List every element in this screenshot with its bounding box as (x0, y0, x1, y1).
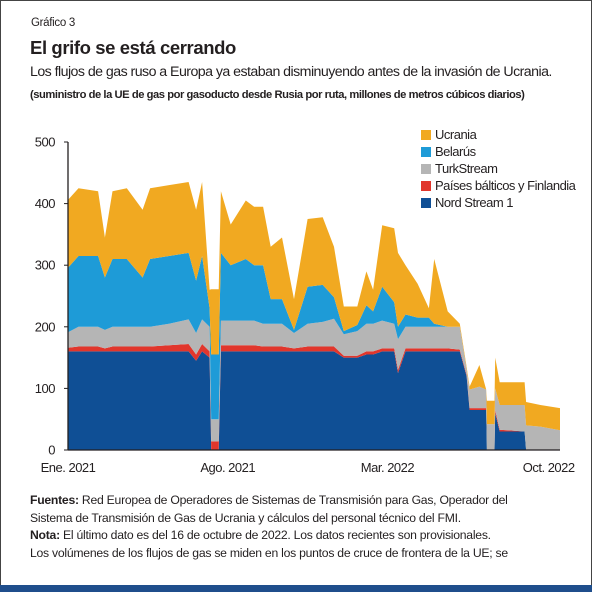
x-tick-label: Mar. 2022 (361, 460, 415, 475)
legend-swatch (421, 129, 431, 140)
area-turkstream (68, 318, 560, 450)
x-tick-label: Ago. 2021 (200, 460, 255, 475)
note-label: Nota: (30, 528, 60, 542)
y-tick-label: 0 (48, 443, 55, 458)
note-line-1: Nota: El último dato es del 16 de octubr… (30, 527, 508, 545)
legend-label: Ucrania (435, 127, 477, 142)
legend-swatch (421, 197, 431, 208)
sources-line-2: Sistema de Transmisión de Gas de Ucrania… (30, 510, 461, 525)
sources-text: Red Europea de Operadores de Sistemas de… (78, 493, 508, 507)
chart-subtitle: Los flujos de gas ruso a Europa ya estab… (30, 64, 552, 80)
legend-label: TurkStream (435, 161, 498, 176)
legend-swatch (421, 163, 431, 174)
area-nord-stream-1 (68, 351, 560, 450)
chart-number: Gráfico 3 (31, 17, 75, 29)
y-tick-label: 500 (35, 135, 55, 150)
chart-title: El grifo se está cerrando (30, 37, 236, 58)
legend-swatch (421, 146, 431, 157)
sources-line-1: Fuentes: Red Europea de Operadores de Si… (30, 492, 508, 510)
legend-item: Belarús (421, 143, 575, 160)
x-tick-label: Ene. 2021 (41, 460, 96, 475)
legend-label: Belarús (435, 144, 476, 159)
series-areas (68, 182, 560, 450)
legend-item: Ucrania (421, 126, 575, 143)
note-text: El último dato es del 16 de octubre de 2… (59, 528, 491, 542)
legend-item: Nord Stream 1 (421, 194, 575, 211)
axes: 0 100 200 300 400 500 Ene. 2021 Ago. 2021 Mar. 2… (35, 135, 576, 476)
legend: Ucrania Belarús TurkStream Países bálticos … (421, 126, 576, 211)
x-tick-label: Oct. 2022 (523, 460, 575, 475)
y-tick-label: 400 (35, 196, 55, 211)
legend-label: Nord Stream 1 (435, 195, 514, 210)
note-line-2: Los volúmenes de los flujos de gas se mi… (30, 545, 508, 560)
area-belar-s (68, 252, 560, 431)
footer-notes: Fuentes: Red Europea de Operadores de Si… (30, 492, 508, 562)
y-tick-label: 100 (35, 381, 55, 396)
y-tick-label: 200 (35, 319, 55, 334)
legend-swatch (421, 180, 431, 191)
legend-item: TurkStream (421, 160, 575, 177)
legend-label: Países bálticos y Finlandia (435, 178, 576, 193)
chart-units-note: (suministro de la UE de gas por gasoduct… (30, 89, 525, 101)
legend-item: Países bálticos y Finlandia (421, 177, 576, 194)
y-tick-label: 300 (35, 258, 55, 273)
bottom-brand-bar (0, 585, 592, 592)
sources-label: Fuentes: (30, 493, 79, 507)
area-ucrania (68, 182, 560, 431)
